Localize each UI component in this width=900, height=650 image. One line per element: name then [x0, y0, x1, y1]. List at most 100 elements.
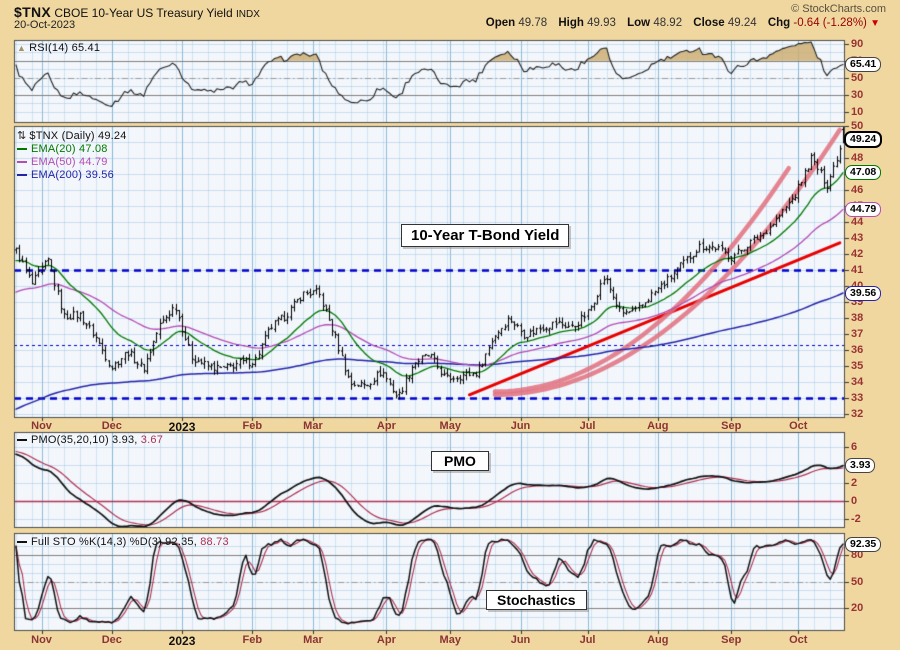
axis-tick-label: 37: [851, 328, 864, 340]
axis-tick-label: 48: [851, 152, 864, 164]
sto-signal-value: 88.73: [200, 536, 229, 548]
chart-date: 20-Oct-2023: [14, 19, 76, 31]
month-label: 2023: [168, 634, 196, 648]
axis-tick-label: 32: [851, 408, 864, 420]
ema200-legend: EMA(200) 39.56: [17, 169, 114, 181]
axis-tick-label: 43: [851, 232, 864, 244]
low-value: 48.92: [653, 17, 683, 29]
pmo-legend: PMO(35,20,10) 3.93, 3.67: [17, 434, 163, 446]
price-legend: ⇅ $TNX (Daily) 49.24: [17, 129, 127, 142]
sto-legend-label: Full STO %K(14,3) %D(3) 92.35,: [31, 536, 197, 548]
axis-tick-label: 80: [851, 549, 864, 562]
axis-tick-label: 6: [851, 441, 858, 453]
down-triangle-icon: ▼: [870, 18, 880, 29]
month-label: Jun: [510, 634, 531, 646]
chart-header: $TNX CBOE 10-Year US Treasury Yield INDX: [14, 4, 260, 20]
month-label: Nov: [31, 420, 52, 432]
low-label: Low: [627, 17, 651, 29]
month-label: May: [439, 634, 461, 646]
value-badge: 49.24: [844, 130, 883, 148]
updown-arrows-icon: ⇅: [17, 130, 27, 142]
value-badge: 47.08: [845, 165, 882, 181]
month-label: May: [439, 420, 461, 432]
month-label: Jul: [579, 420, 596, 432]
open-label: Open: [485, 17, 516, 29]
axis-tick-label: 30: [851, 88, 864, 101]
chg-value: -0.64 (-1.28%): [793, 17, 867, 29]
ema50-legend: EMA(50) 44.79: [17, 156, 108, 168]
sto-line-swatch-icon: [17, 540, 27, 544]
axis-tick-label: 34: [851, 376, 864, 388]
copyright: © StockCharts.com: [791, 3, 886, 15]
high-label: High: [558, 17, 584, 29]
pmo-signal-value: 3.67: [140, 434, 164, 446]
pmo-legend-label: PMO(35,20,10) 3.93,: [31, 434, 138, 446]
month-label: Feb: [242, 420, 263, 432]
month-label: Dec: [101, 420, 122, 432]
month-label: Jul: [579, 634, 596, 646]
axis-tick-label: 38: [851, 312, 864, 324]
rsi-legend: ▲ RSI(14) 65.41: [17, 42, 100, 54]
ema50-line-swatch-icon: [17, 160, 27, 164]
close-label: Close: [693, 17, 725, 29]
ema20-legend-label: EMA(20) 47.08: [31, 143, 108, 155]
axis-tick-label: 44: [851, 216, 864, 228]
axis-tick-label: 0: [851, 495, 858, 507]
value-badge: 92.35: [845, 536, 882, 552]
month-label: Oct: [789, 420, 808, 432]
ticker-symbol: $TNX: [14, 4, 51, 20]
month-label: Mar: [303, 420, 323, 432]
axis-tick-label: 10: [851, 106, 864, 118]
month-label: Oct: [789, 634, 808, 646]
open-value: 49.78: [518, 17, 548, 29]
tbond-annotation: 10-Year T-Bond Yield: [401, 224, 570, 247]
axis-tick-label: 2: [851, 477, 858, 489]
indicator-handle-icon: ▲: [17, 43, 27, 53]
ticker-exchange: INDX: [236, 9, 260, 20]
axis-tick-label: 90: [851, 37, 864, 50]
chg-label: Chg: [767, 17, 791, 29]
month-label: Jun: [510, 420, 531, 432]
axis-tick-label: 33: [851, 392, 864, 404]
axis-tick-label: 46: [851, 184, 864, 196]
ema200-line-swatch-icon: [17, 173, 27, 177]
month-label: Dec: [101, 634, 122, 646]
stochastics-annotation: Stochastics: [486, 590, 587, 610]
close-value: 49.24: [727, 17, 757, 29]
value-badge: 44.79: [845, 201, 882, 217]
ticker-title: CBOE 10-Year US Treasury Yield: [54, 6, 233, 20]
axis-tick-label: 20: [851, 602, 864, 615]
month-label: Aug: [647, 420, 669, 432]
pmo-line-swatch-icon: [17, 438, 27, 442]
high-value: 49.93: [587, 17, 616, 29]
rsi-legend-label: RSI(14) 65.41: [29, 42, 101, 54]
ema20-legend: EMA(20) 47.08: [17, 143, 108, 155]
month-label: Sep: [721, 420, 742, 432]
ema50-legend-label: EMA(50) 44.79: [31, 156, 108, 168]
quote-summary: Open 49.78 High 49.93 Low 48.92 Close 49…: [478, 17, 880, 29]
month-label: 2023: [168, 420, 196, 434]
axis-tick-label: 50: [851, 120, 864, 132]
month-label: Aug: [647, 634, 669, 646]
month-label: Mar: [303, 634, 323, 646]
axis-tick-label: 50: [851, 575, 864, 588]
month-label: Nov: [31, 634, 52, 646]
value-badge: 65.41: [845, 57, 882, 73]
sto-legend: Full STO %K(14,3) %D(3) 92.35, 88.73: [17, 536, 229, 548]
month-label: Apr: [376, 420, 396, 432]
value-badge: 3.93: [845, 458, 876, 474]
ema20-line-swatch-icon: [17, 147, 27, 151]
axis-tick-label: 36: [851, 344, 864, 356]
axis-tick-label: 50: [851, 71, 864, 84]
value-badge: 39.56: [845, 285, 882, 301]
pmo-annotation: PMO: [431, 451, 489, 471]
axis-tick-label: 35: [851, 360, 864, 372]
axis-tick-label: -2: [851, 513, 861, 525]
month-label: Apr: [376, 634, 396, 646]
price-legend-label: $TNX (Daily) 49.24: [29, 130, 127, 142]
axis-tick-label: 42: [851, 248, 864, 260]
month-label: Sep: [721, 634, 742, 646]
month-label: Feb: [242, 634, 263, 646]
